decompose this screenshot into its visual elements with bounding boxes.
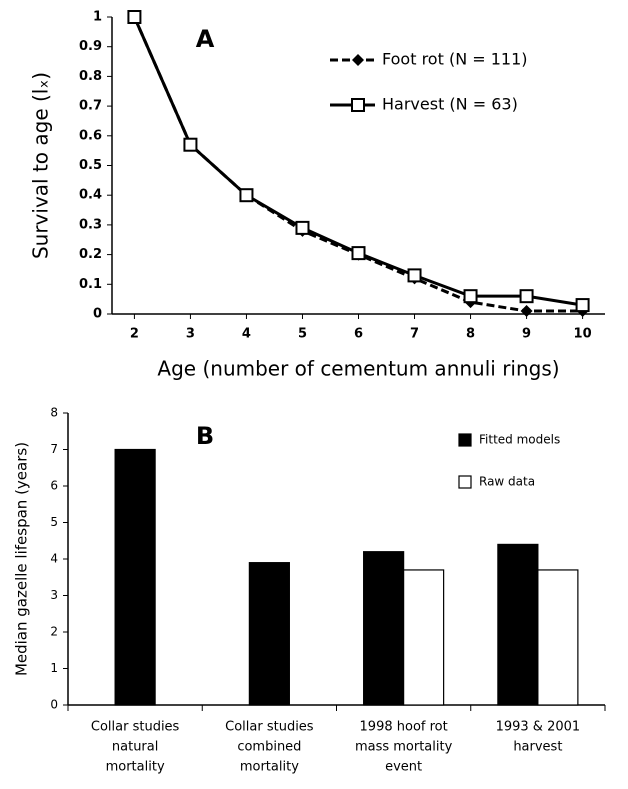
bar [497,543,539,706]
marker [520,305,533,318]
y-tick-label: 8 [50,406,58,420]
y-tick-label: 1 [93,10,102,25]
x-tick-label: Collar studies [91,720,180,735]
x-tick-label: harvest [513,740,562,755]
marker [239,188,254,203]
bar [248,562,290,706]
marker [295,220,310,235]
marker [127,10,142,24]
y-tick-label: 0 [50,698,58,712]
legend-label: Raw data [479,475,535,489]
marker [183,137,198,152]
y-tick-label: 1 [50,661,58,675]
panel-label: A [196,25,215,53]
x-tick-label: 1998 hoof rot [360,720,448,735]
y-tick-label: 0.7 [79,99,102,114]
x-tick-label: 4 [242,327,251,342]
x-tick-label: 7 [410,327,419,342]
y-tick-label: 0.2 [79,247,102,262]
x-tick-label: 9 [522,327,531,342]
y-tick-label: 0.9 [79,39,102,54]
x-tick-label: Collar studies [225,720,314,735]
x-tick-label: 5 [298,327,307,342]
legend-marker [351,98,365,112]
y-tick-label: 0.6 [79,128,102,143]
marker [351,246,366,261]
x-axis-label: Age (number of cementum annuli rings) [157,357,559,381]
bar [114,448,156,706]
x-tick-label: 6 [354,327,363,342]
y-axis-label: Survival to age (lₓ) [29,72,53,259]
y-tick-label: 0.3 [79,217,102,232]
x-tick-label: 10 [574,327,592,342]
x-tick-label: combined [237,740,301,755]
y-axis-label: Median gazelle lifespan (years) [13,442,31,676]
x-tick-label: 1993 & 2001 [496,720,581,735]
x-tick-label: 2 [130,327,139,342]
x-tick-label: 3 [186,327,195,342]
y-tick-label: 0.1 [79,277,102,292]
y-tick-label: 0.5 [79,158,102,173]
legend-swatch [458,475,472,489]
legend-marker [352,54,364,66]
bar [537,569,579,706]
x-tick-label: event [385,760,422,775]
legend-label: Harvest (N = 63) [382,95,518,114]
marker [407,268,422,283]
legend-label: Foot rot (N = 111) [382,50,528,69]
y-tick-label: 5 [50,515,58,529]
y-tick-label: 7 [50,442,58,456]
x-tick-label: mortality [106,760,165,775]
marker [463,289,478,304]
y-tick-label: 6 [50,479,58,493]
x-tick-label: 8 [466,327,475,342]
y-tick-label: 3 [50,588,58,602]
y-tick-label: 2 [50,625,58,639]
bar [363,551,405,706]
y-tick-label: 4 [50,552,58,566]
marker [519,289,534,304]
x-tick-label: natural [112,740,158,755]
y-tick-label: 0.8 [79,69,102,84]
x-tick-label: mortality [240,760,299,775]
x-tick-label: mass mortality [355,740,453,755]
y-tick-label: 0 [93,307,102,322]
marker [575,298,590,313]
legend-label: Fitted models [479,433,560,447]
panel-label: B [196,422,214,450]
bar [403,569,445,706]
y-tick-label: 0.4 [79,188,102,203]
legend-swatch [458,433,472,447]
